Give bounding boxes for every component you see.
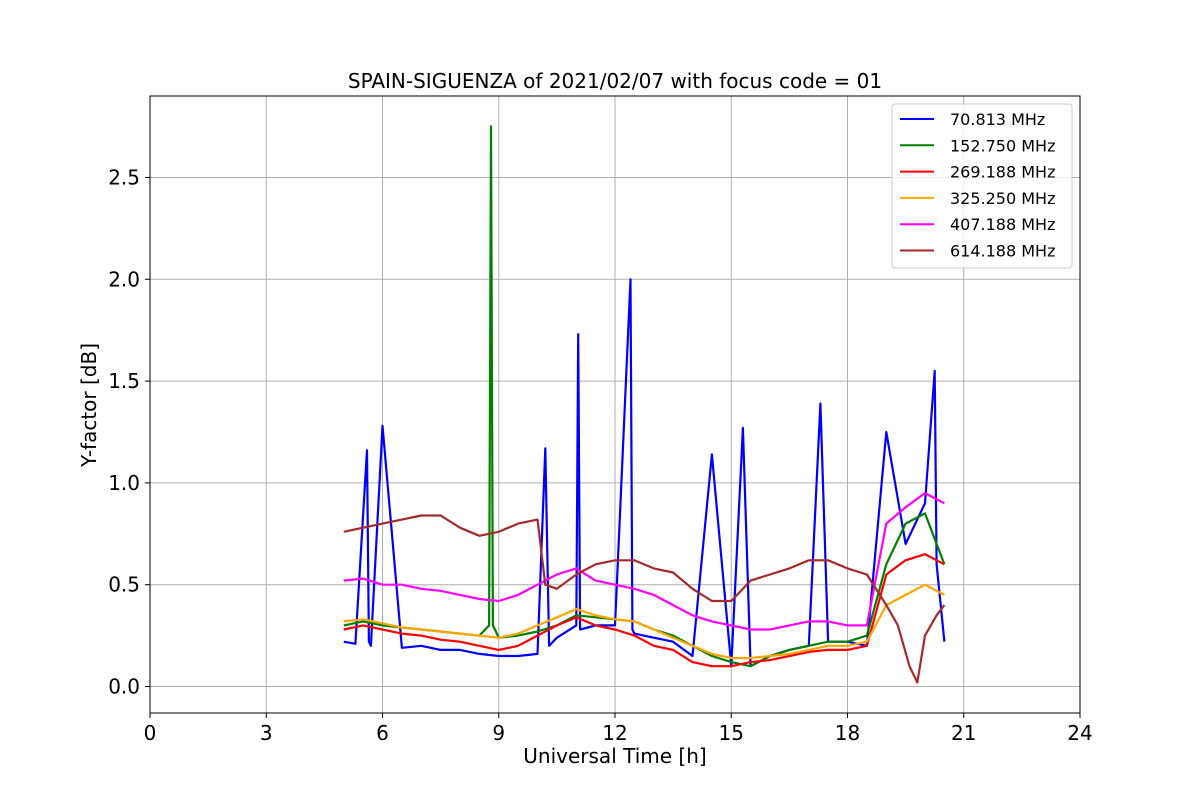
legend-label: 152.750 MHz bbox=[950, 136, 1055, 155]
chart-title: SPAIN-SIGUENZA of 2021/02/07 with focus … bbox=[348, 69, 882, 93]
legend-label: 325.250 MHz bbox=[950, 189, 1055, 208]
x-tick-label: 21 bbox=[951, 721, 976, 745]
x-tick-label: 3 bbox=[260, 721, 273, 745]
y-tick-label: 0.0 bbox=[108, 675, 140, 699]
x-tick-label: 0 bbox=[144, 721, 157, 745]
legend: 70.813 MHz 152.750 MHz 269.188 MHz 325.250 … bbox=[891, 103, 1073, 269]
x-tick-label: 24 bbox=[1067, 721, 1092, 745]
series-line-6 bbox=[343, 514, 946, 684]
legend-label: 269.188 MHz bbox=[950, 163, 1055, 182]
x-tick-label: 12 bbox=[602, 721, 627, 745]
x-tick-label: 18 bbox=[835, 721, 860, 745]
legend-label: 70.813 MHz bbox=[950, 110, 1045, 129]
x-tick-label: 9 bbox=[492, 721, 505, 745]
x-tick-label: 6 bbox=[376, 721, 389, 745]
x-axis-label: Universal Time [h] bbox=[523, 744, 706, 768]
legend-label: 614.188 MHz bbox=[950, 242, 1055, 261]
y-axis-label: Y-factor [dB] bbox=[77, 343, 101, 468]
ticks: 0 3 6 9 12 15 18 21 24 0.0 0.5 1.0 1.5 2.0 2.5 bbox=[108, 165, 1093, 745]
y-tick-label: 1.5 bbox=[108, 369, 140, 393]
series-line-4 bbox=[343, 583, 945, 660]
y-tick-label: 2.0 bbox=[108, 267, 140, 291]
legend-label: 407.188 MHz bbox=[950, 215, 1055, 234]
y-tick-label: 1.0 bbox=[108, 471, 140, 495]
legend-box bbox=[891, 103, 1073, 269]
y-tick-label: 0.5 bbox=[108, 573, 140, 597]
series-line-5 bbox=[343, 492, 945, 631]
y-tick-label: 2.5 bbox=[108, 165, 140, 189]
series-line-3 bbox=[343, 553, 945, 668]
x-tick-label: 15 bbox=[719, 721, 744, 745]
series-layer bbox=[343, 125, 946, 684]
